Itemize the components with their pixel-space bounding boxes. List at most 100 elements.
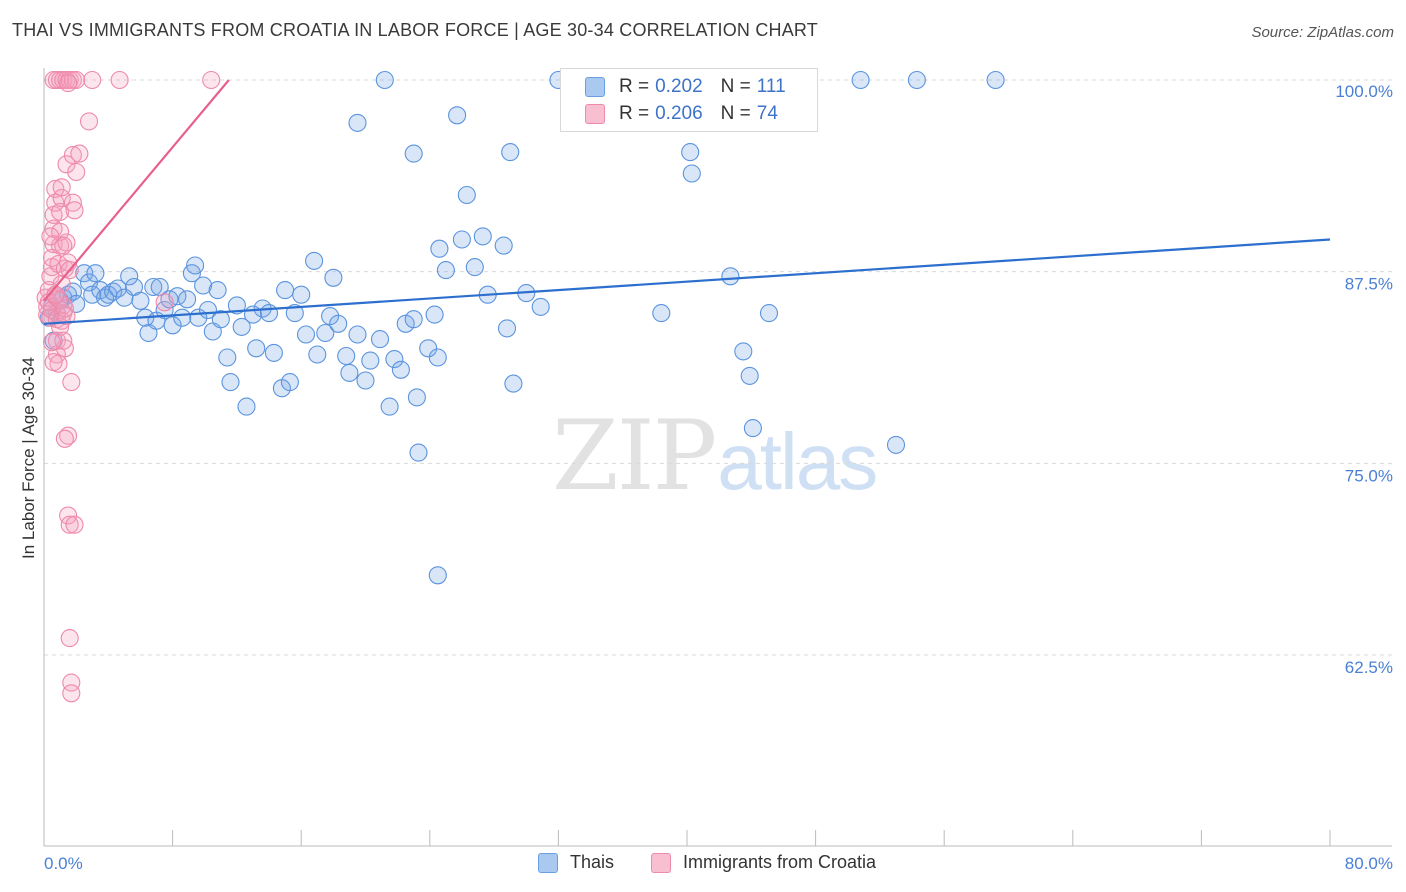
y-tick-label: 87.5% — [1345, 275, 1393, 294]
thais-point — [356, 371, 375, 390]
thais-point — [494, 236, 513, 255]
croatia-point — [59, 426, 78, 445]
thais-point — [348, 113, 367, 132]
croatia-swatch — [651, 852, 671, 873]
n-value: 111 — [756, 76, 786, 97]
thais-point — [155, 300, 174, 320]
thais-point — [681, 143, 700, 162]
thais-point — [329, 314, 348, 333]
thais-point — [227, 296, 246, 315]
thais-point — [404, 310, 423, 329]
thais-point — [886, 435, 906, 454]
thais-point — [208, 281, 227, 300]
thais-point — [247, 339, 266, 358]
thais-point — [104, 282, 123, 301]
watermark-zip: ZIP — [552, 400, 717, 512]
croatia-point — [59, 506, 78, 525]
croatia-point — [52, 189, 71, 208]
thais-point — [337, 346, 356, 366]
series-legend: Thais Immigrants from Croatia — [0, 852, 1406, 878]
thais-trend-line — [43, 238, 1331, 325]
croatia-point — [83, 70, 102, 90]
data-points — [36, 70, 1005, 703]
croatia-point — [202, 70, 221, 90]
n-value: 74 — [756, 103, 778, 124]
thais-point — [734, 342, 753, 361]
thais-point — [682, 164, 701, 183]
croatia-point — [54, 331, 73, 350]
thais-point — [370, 330, 390, 349]
thais-point — [361, 351, 380, 370]
thais-point — [232, 317, 251, 336]
thais-point — [385, 350, 404, 369]
croatia-point — [155, 293, 174, 312]
r-value: 0.206 — [655, 103, 703, 124]
thais-point — [178, 290, 197, 309]
n-label: N = — [720, 76, 751, 97]
r-label: R = — [619, 76, 650, 97]
thais-point — [501, 143, 520, 162]
croatia-point — [41, 227, 60, 246]
watermark-atlas: atlas — [717, 417, 878, 506]
thais-point — [465, 258, 484, 277]
croatia-point — [55, 299, 74, 318]
thais-point — [340, 363, 359, 382]
thais-point — [218, 348, 237, 367]
legend-label: Immigrants from Croatia — [683, 852, 877, 872]
croatia-point — [62, 684, 81, 703]
thais-point — [531, 297, 550, 316]
x-tick-label: 0.0% — [44, 854, 83, 873]
thais-point — [457, 185, 476, 205]
thais-point — [285, 304, 304, 323]
thais-point — [759, 304, 779, 323]
chart-title: THAI VS IMMIGRANTS FROM CROATIA IN LABOR… — [12, 20, 818, 40]
croatia-point — [46, 193, 65, 212]
croatia-point — [42, 333, 62, 352]
legend-item-croatia[interactable]: Immigrants from Croatia — [651, 852, 876, 873]
thais-point — [652, 304, 671, 323]
thais-point — [473, 227, 492, 246]
thais-point — [292, 285, 311, 304]
thais-point — [407, 388, 426, 407]
thais-point — [324, 268, 343, 287]
thais-point — [448, 106, 467, 125]
thais-point — [497, 319, 517, 338]
croatia-point — [60, 515, 79, 534]
thais-point — [986, 70, 1005, 90]
thais-point — [743, 419, 762, 438]
thais-point — [305, 251, 324, 270]
thais-point — [504, 374, 523, 393]
thais-point — [452, 230, 471, 249]
thais-point — [428, 566, 447, 585]
thais-point — [851, 70, 870, 90]
legend-item-thais[interactable]: Thais — [538, 852, 614, 873]
thais-point — [131, 291, 150, 310]
thais-point — [296, 325, 316, 344]
thais-point — [163, 316, 182, 335]
croatia-point — [59, 74, 78, 93]
thais-point — [186, 256, 205, 275]
thais-point — [308, 345, 327, 364]
croatia-point — [67, 162, 86, 182]
croatia-point — [51, 222, 70, 241]
thais-point — [721, 267, 740, 286]
croatia-point — [54, 236, 73, 255]
thais-point — [430, 239, 449, 258]
y-tick-label: 100.0% — [1335, 82, 1393, 101]
r-value: 0.202 — [655, 76, 703, 97]
croatia-point — [70, 144, 89, 163]
croatia-swatch — [585, 104, 605, 124]
thais-point — [264, 343, 283, 362]
thais-point — [375, 70, 394, 90]
croatia-point — [44, 353, 63, 372]
thais-point — [276, 281, 295, 300]
croatia-point — [46, 179, 65, 198]
thais-point — [108, 279, 127, 298]
thais-point — [67, 294, 86, 313]
thais-swatch — [538, 852, 558, 873]
croatia-point — [65, 201, 84, 220]
croatia-point — [79, 112, 99, 131]
thais-point — [404, 144, 423, 163]
croatia-point — [63, 193, 82, 212]
